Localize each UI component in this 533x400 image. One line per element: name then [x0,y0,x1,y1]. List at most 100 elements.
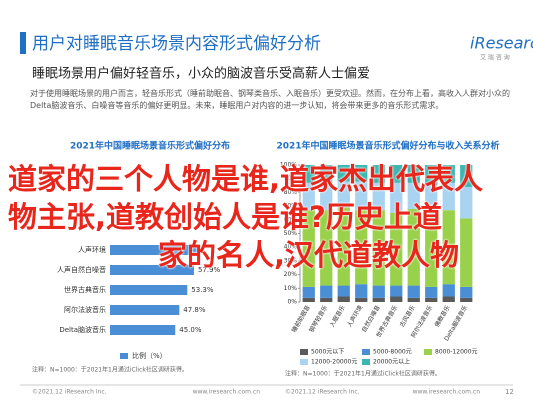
bar-segment [460,218,473,287]
legend-label: 8000-12000元 [435,349,478,356]
bar-segment [320,165,333,182]
page-title: 用户对睡眠音乐场景内容形式偏好分析 [32,34,321,54]
bar [110,245,200,255]
bar-segment [442,296,455,302]
bar-segment [390,165,403,183]
body: 对于使用睡眠场景的用户而言，轻音乐形式（睡前助眠音、钢琴类音乐、入眠音乐）更受欢… [30,89,510,110]
bar-segment [320,181,333,211]
bar-segment [355,165,368,182]
legend-label: 12000-20000元 [311,359,357,366]
x-tick-label: 佛教音乐 [433,304,452,329]
y-tick-label: 0% [287,299,297,306]
bar [110,285,188,295]
legend-label: 5000-8000元 [373,349,412,356]
page-number: 12 [505,388,514,396]
legend-swatch [300,359,308,365]
bar [110,325,176,335]
bar-segment [372,285,385,298]
logo: iResearch [470,34,533,53]
bar-segment [337,285,350,297]
bar-segment [442,182,455,211]
y-tick-label: 100% [280,162,297,169]
bar-segment [337,296,350,302]
bar-segment [372,182,385,211]
chart-title: 2021年中国睡眠场景音乐形式偏好分布与收入关系分析 [276,140,499,152]
bar-segment [320,285,333,298]
x-tick-label: 人声环境 [345,304,364,329]
site: www.iresearch.com.cn [193,389,261,396]
value-label: 45.0% [179,326,202,334]
bar-segment [302,182,315,211]
bar-segment [442,165,455,183]
y-tick-label: 30% [284,257,298,264]
legend-swatch [424,349,432,355]
value-label: 53.3% [191,286,214,294]
x-tick-label: 古风音乐 [398,304,417,329]
logo-sub: 艾 瑞 咨 询 [480,54,510,62]
footer: ©2021.12 iResearch Inc. [32,389,107,396]
legend-swatch [362,359,370,365]
overlay: 道家的三个人物是谁,道家杰出代表人 物主张,道教创始人是谁?历史上道 家的名人,… [8,160,528,274]
y-tick-label: 人声自然白噪音 [57,265,106,274]
legend-swatch [300,349,308,355]
bar-segment [320,297,333,302]
bar-segment [337,207,350,286]
bar-segment [407,208,420,286]
bar-segment [372,165,385,183]
bar-segment [407,297,420,302]
y-tick-label: 60% [284,216,298,223]
bar-segment [355,297,368,302]
bar-segment [390,182,403,213]
bar-segment [460,286,473,298]
overlay-line: 道家的三个人物是谁,道家杰出代表人 [8,162,484,196]
x-tick-label: 入眠音乐 [328,304,347,329]
overlay-line: 物主张,道教创始人是谁?历史上道 [8,200,442,234]
y-tick-label: 阿尔法波音乐 [64,305,106,314]
bar-segment [407,182,420,209]
bar-segment [425,165,438,186]
bar-segment [355,181,368,211]
y-tick-label: 40% [284,244,298,251]
bar-segment [302,286,315,298]
bar-segment [425,215,438,287]
overlay-line: 家的名人,汉代道教人物 [158,238,460,272]
bar-segment [302,210,315,287]
legend-label: 比例（%） [132,351,167,360]
bar-segment [460,186,473,219]
bar-segment [425,185,438,216]
bar-segment [442,284,455,297]
bar-segment [355,284,368,298]
legend-label: 20000元以上 [373,358,410,366]
subtitle: 睡眠场景用户偏好轻音乐，小众的脑波音乐受高薪人士偏爱 [32,66,370,82]
legend-swatch [120,353,128,359]
bar-segment [425,297,438,302]
site: www.iresearch.com.cn [413,389,481,396]
bar-segment [302,165,315,183]
legend-label: 5000元以下 [311,349,344,356]
footer: ©2021.12 iResearch Inc. [285,389,360,396]
bar-segment [460,165,473,187]
bar-segment [460,297,473,302]
y-tick-label: Delta脑波音乐 [59,325,106,334]
y-tick-label: 人声环境 [78,245,106,254]
bar [110,265,194,275]
body-box: 对于使用睡眠场景的用户而言，轻音乐形式（睡前助眠音、钢琴类音乐、入眠音乐）更受欢… [30,89,510,110]
bar-segment [407,285,420,298]
bar-segment [390,212,403,286]
bar-segment [425,286,438,298]
value-label: 47.8% [183,306,206,314]
bar-segment [302,297,315,302]
y-tick-label: 90% [284,175,298,182]
y-tick-label: 80% [284,189,298,196]
bar-segment [442,210,455,285]
bar-segment [320,210,333,286]
bar-segment [372,210,385,286]
y-tick-label: 70% [284,203,298,210]
bar-segment [390,296,403,302]
bar-segment [407,165,420,183]
chart-title: 2021年中国睡眠场景音乐形式偏好分布 [70,140,230,152]
y-tick-label: 世界古典音乐 [64,285,106,294]
bar-segment [337,165,350,182]
